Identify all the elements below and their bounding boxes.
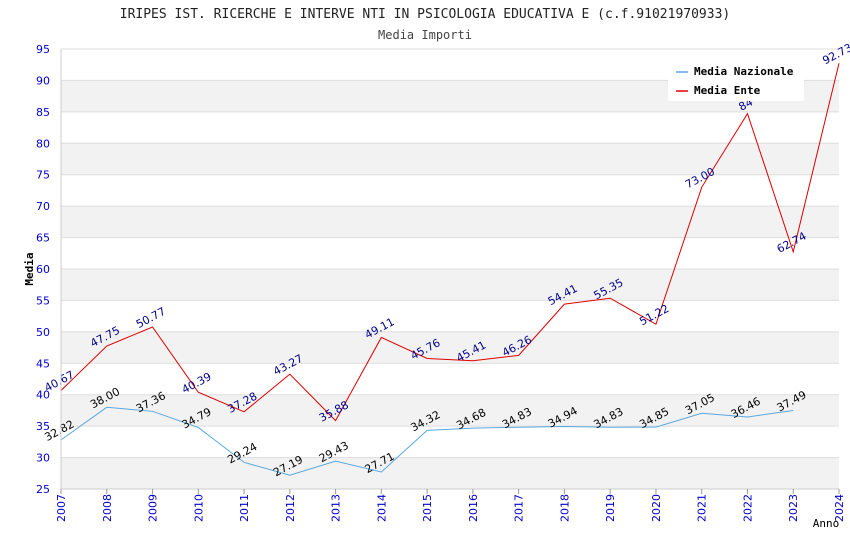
legend: Media Nazionale Media Ente	[668, 59, 804, 101]
y-tick-label: 85	[36, 106, 50, 119]
plot-band	[61, 331, 839, 364]
x-tick-label: 2007	[55, 494, 68, 522]
series-line-nazionale	[60, 406, 794, 476]
x-tick-label: 2009	[147, 494, 160, 522]
plot-band	[61, 394, 839, 427]
x-tick-label: 2018	[558, 494, 571, 522]
x-tick-label: 2024	[833, 494, 846, 522]
chart-title: IRIPES IST. RICERCHE E INTERVE NTI IN PS…	[120, 7, 730, 22]
y-tick-label: 30	[36, 452, 50, 465]
y-tick-label: 40	[36, 389, 50, 402]
y-tick-label: 60	[36, 263, 50, 276]
y-tick-label: 35	[36, 420, 50, 433]
y-tick-label: 25	[36, 483, 50, 496]
x-tick-label: 2021	[696, 494, 709, 522]
legend-label-nazionale: Media Nazionale	[694, 65, 794, 78]
axes-layer: 25 30 35 40 45 50 55 60 65 70 75 80 85 90 95 2007 2008 20…	[36, 43, 846, 522]
x-tick-label: 2015	[421, 494, 434, 522]
chart-subtitle: Media Importi	[378, 28, 472, 42]
y-axis-label: Media	[23, 252, 36, 285]
y-tick-label: 90	[36, 74, 50, 87]
x-axis-label: Anno	[813, 517, 840, 530]
plot-band	[61, 111, 839, 144]
plot-bands	[61, 49, 839, 489]
x-tick-label: 2013	[330, 494, 343, 522]
x-tick-label: 2010	[192, 494, 205, 522]
x-tick-label: 2011	[238, 494, 251, 522]
y-tick-label: 80	[36, 137, 50, 150]
x-tick-label: 2020	[650, 494, 663, 522]
plot-band	[61, 363, 839, 395]
series-line-ente	[60, 63, 840, 422]
y-tick-label: 75	[36, 169, 50, 182]
plot-band	[61, 174, 839, 207]
x-tick-label: 2008	[101, 494, 114, 522]
y-tick-label: 45	[36, 357, 50, 370]
plot-band	[61, 206, 839, 238]
plot-band	[61, 457, 839, 489]
x-tick-label: 2012	[284, 494, 297, 522]
plot-band	[61, 269, 839, 301]
plot-band	[61, 237, 839, 269]
x-tick-label: 2017	[513, 494, 526, 522]
plot-band	[61, 143, 839, 175]
x-tick-label: 2019	[604, 494, 617, 522]
x-tick-label: 2014	[375, 494, 388, 522]
plot-band	[61, 426, 839, 458]
x-tick-label: 2022	[741, 494, 754, 522]
x-tick-label: 2016	[467, 494, 480, 522]
y-tick-label: 50	[36, 326, 50, 339]
x-tick-label: 2023	[787, 494, 800, 522]
plot-band	[61, 300, 839, 332]
legend-label-ente: Media Ente	[694, 84, 761, 97]
y-tick-label: 65	[36, 232, 50, 245]
grid-lines	[61, 48, 839, 490]
y-tick-label: 70	[36, 200, 50, 213]
y-tick-label: 55	[36, 294, 50, 307]
legend-box	[668, 59, 804, 101]
y-tick-label: 95	[36, 43, 50, 56]
